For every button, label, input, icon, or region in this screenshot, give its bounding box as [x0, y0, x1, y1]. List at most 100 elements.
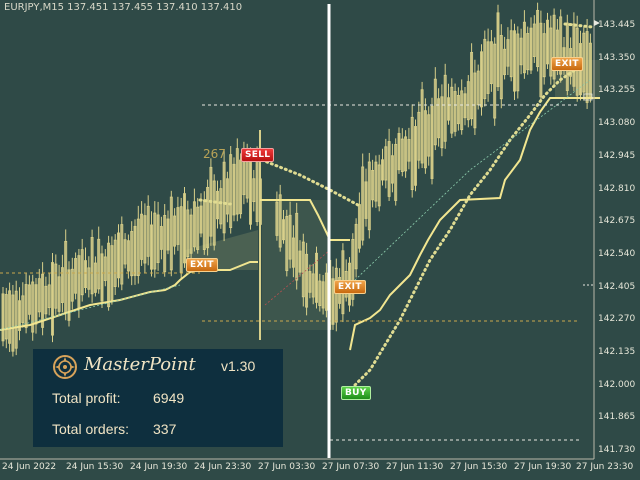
candle-body — [166, 218, 170, 251]
price-tick-label: 143.445 — [598, 20, 636, 30]
candle-body — [364, 181, 368, 219]
candle-body — [423, 110, 427, 169]
candle-body — [331, 278, 335, 325]
price-tick-label: 142.405 — [598, 281, 636, 292]
candle-body — [470, 52, 474, 120]
buy-signal[interactable]: BUY — [341, 386, 371, 400]
current-price-marker — [594, 20, 600, 26]
candle-body — [549, 27, 553, 77]
candle-body — [196, 206, 200, 250]
candle-body — [117, 232, 120, 279]
candle-body — [11, 294, 15, 352]
candle-body — [585, 31, 589, 103]
price-tick-label: 141.865 — [598, 412, 636, 423]
lion-logo-icon — [53, 355, 77, 379]
total-orders-label: Total orders: — [52, 421, 130, 437]
indicator-bands — [0, 60, 600, 351]
candle-body — [400, 138, 404, 172]
stop-dots — [260, 158, 360, 207]
candle-body — [552, 14, 556, 80]
sell-signal[interactable]: SELL — [241, 148, 275, 162]
masterpoint-panel: MasterPoint v1.30 Total profit: 6949 Tot… — [33, 349, 283, 447]
trail-dots — [353, 68, 577, 387]
candle-body — [450, 86, 454, 134]
candle-body — [506, 39, 510, 67]
candle-body — [179, 206, 183, 273]
candle-body — [440, 96, 444, 149]
candle-body — [430, 105, 434, 179]
chart-title: EURJPY,M15 137.451 137.455 137.410 137.4… — [4, 2, 243, 13]
candle-body — [282, 219, 285, 241]
candle-body — [173, 215, 177, 247]
candle-body — [516, 33, 520, 92]
candle-body — [1, 293, 5, 342]
candle-body — [381, 159, 384, 181]
price-tick-label: 141.730 — [598, 445, 636, 456]
candle-body — [489, 41, 493, 85]
price-tick-label: 142.675 — [598, 216, 636, 227]
candle-body — [334, 267, 338, 323]
candle-body — [235, 148, 239, 215]
candle-body — [219, 188, 223, 225]
candle-body — [463, 93, 467, 119]
candle-body — [44, 285, 48, 315]
candle-body — [54, 263, 58, 309]
candle-body — [123, 239, 127, 265]
candle-body — [232, 163, 236, 216]
candle-body — [354, 223, 358, 270]
stop-dots — [198, 198, 232, 206]
candle-body — [532, 23, 536, 57]
candle-body — [559, 16, 563, 75]
candle-body — [315, 252, 318, 303]
candle-body — [156, 214, 160, 264]
candle-body — [460, 90, 464, 131]
price-tick-label: 142.945 — [598, 150, 636, 161]
price-tick-label: 143.255 — [598, 85, 636, 96]
trend-line — [354, 79, 591, 281]
candle-body — [466, 81, 470, 121]
candle-body — [169, 196, 173, 271]
time-tick-label: 27 Jun 19:30 — [514, 462, 572, 472]
candle-body — [216, 190, 219, 220]
candle-body — [8, 290, 12, 344]
candle-body — [60, 267, 64, 303]
candle-body — [377, 164, 381, 207]
candle-body — [130, 231, 134, 277]
exit-signal-2[interactable]: EXIT — [334, 280, 366, 294]
candle-body — [4, 294, 8, 340]
exit-signal-1[interactable]: EXIT — [186, 258, 218, 272]
candle-body — [404, 136, 408, 172]
candle-body — [239, 159, 243, 215]
candle-body — [305, 253, 309, 308]
exit-signal-3[interactable]: EXIT — [551, 57, 583, 71]
candle-body — [51, 262, 54, 336]
candle-body — [291, 237, 295, 268]
candle-body — [41, 273, 45, 328]
lower-band-left — [0, 261, 258, 331]
candle-body — [146, 205, 150, 257]
candle-body — [90, 237, 94, 295]
candle-body — [103, 256, 107, 281]
candle-body — [361, 166, 365, 241]
candle-body — [136, 218, 140, 276]
candle-body — [522, 21, 526, 74]
candle-body — [21, 295, 25, 323]
candle-body — [486, 41, 490, 94]
price-tick-label: 142.135 — [598, 347, 636, 357]
candle-body — [374, 161, 378, 202]
candle-body — [212, 180, 216, 246]
candle-body — [582, 32, 586, 93]
candle-body — [84, 260, 87, 288]
price-tick-label: 142.810 — [598, 183, 636, 194]
indicator-dots — [0, 22, 594, 387]
candle-body — [163, 215, 167, 273]
candle-body — [186, 209, 190, 258]
candle-body — [97, 238, 101, 290]
time-tick-label: 27 Jun 15:30 — [450, 462, 508, 472]
time-tick-label: 24 Jun 19:30 — [130, 462, 188, 472]
candle-body — [74, 258, 78, 294]
candle-body — [417, 111, 421, 161]
price-tick-label: 142.000 — [598, 379, 636, 390]
candle-body — [27, 284, 31, 315]
